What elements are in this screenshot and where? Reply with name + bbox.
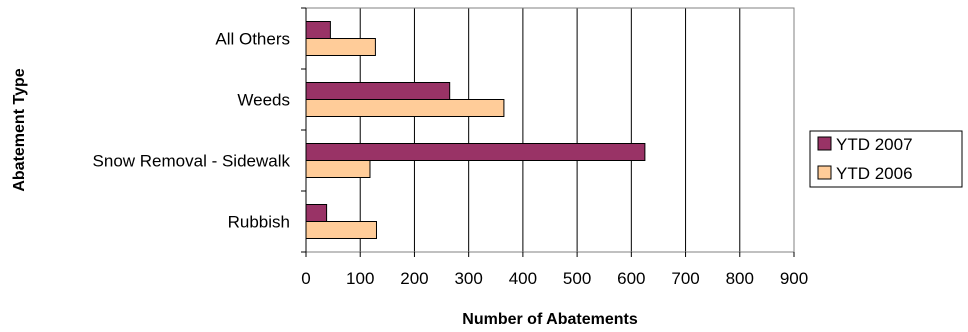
legend: YTD 2007 YTD 2006 <box>809 130 963 188</box>
legend-swatch <box>817 165 832 180</box>
y-tick-label: Snow Removal - Sidewalk <box>93 152 291 171</box>
grid-lines <box>359 8 741 252</box>
bar <box>305 143 646 161</box>
y-tick-label: Weeds <box>237 91 290 110</box>
x-tick-label: 300 <box>454 269 482 288</box>
bar <box>305 38 376 56</box>
bar <box>305 204 328 222</box>
y-axis-title: Abatement Type <box>11 68 28 191</box>
x-tick-label: 400 <box>509 269 537 288</box>
legend-swatch <box>817 136 832 151</box>
bar <box>305 21 331 39</box>
x-tick-label: 900 <box>780 269 808 288</box>
legend-box <box>809 130 963 188</box>
bar <box>305 99 505 117</box>
legend-label: YTD 2007 <box>836 135 913 154</box>
plot-area <box>305 7 795 253</box>
x-tick-label: 0 <box>301 269 310 288</box>
x-tick-label: 200 <box>400 269 428 288</box>
x-axis: 0 100 200 300 400 500 600 700 800 900 <box>301 252 808 288</box>
y-tick-label: Rubbish <box>228 213 290 232</box>
bar <box>305 221 377 239</box>
x-tick-label: 800 <box>726 269 754 288</box>
y-tick-label: All Others <box>215 30 290 49</box>
x-axis-title: Number of Abatements <box>462 311 638 328</box>
x-tick-label: 600 <box>617 269 645 288</box>
bar <box>305 160 371 178</box>
x-tick-label: 500 <box>563 269 591 288</box>
x-tick-label: 700 <box>671 269 699 288</box>
bar <box>305 82 451 100</box>
bars <box>305 21 646 239</box>
x-tick-label: 100 <box>346 269 374 288</box>
legend-label: YTD 2006 <box>836 164 913 183</box>
y-axis: All Others Weeds Snow Removal - Sidewalk Ru… <box>93 7 307 253</box>
